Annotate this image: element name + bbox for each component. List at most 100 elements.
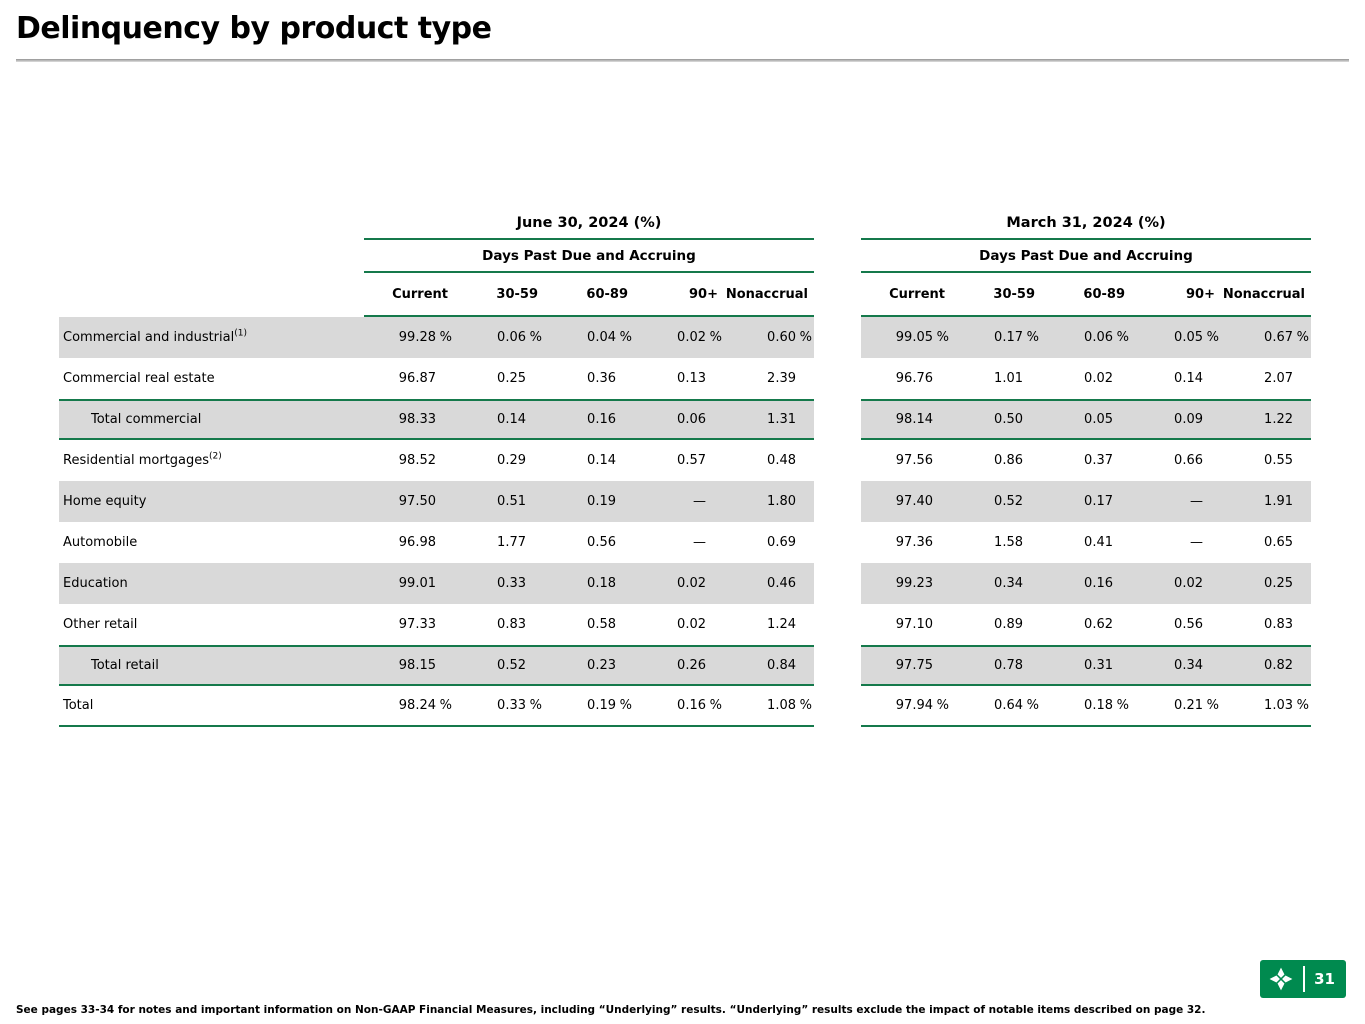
period-header-row: June 30, 2024 (%) March 31, 2024 (%) (59, 208, 1311, 240)
value-cell: 0.16 (544, 399, 634, 440)
row-label: Total commercial (59, 399, 364, 440)
value-cell: 0.06% (454, 317, 544, 358)
value-cell: 0.04% (544, 317, 634, 358)
gap-cell (814, 273, 861, 317)
value-cell: 0.36 (587, 371, 616, 386)
gap-cell (814, 240, 861, 273)
value-cell: 0.82 (1221, 645, 1311, 686)
value-cell: 0.19 (544, 481, 634, 522)
value-cell: 2.07 (1264, 371, 1293, 386)
value-cell: 0.06% (1041, 317, 1131, 358)
value-cell: 97.33 (398, 617, 436, 632)
value-cell: 0.21% (1131, 686, 1221, 727)
table-row: Total 98.24% 0.33% 0.19% 0.16% 1.08% 97.94% 0.6… (59, 686, 1311, 727)
value-cell: 1.08% (724, 686, 814, 727)
gap-cell (814, 317, 861, 358)
row-label: Total retail (59, 645, 364, 686)
gap-cell (814, 358, 861, 399)
value-cell: 98.15 (364, 645, 454, 686)
value-cell: 1.31 (724, 399, 814, 440)
value-cell: 0.17 (1041, 481, 1131, 522)
value-cell: 0.62 (1084, 617, 1113, 632)
row-label: Automobile (63, 535, 138, 550)
value-cell: 0.25 (1221, 563, 1311, 604)
value-cell: 0.02 (1131, 563, 1221, 604)
column-header: Nonaccrual (1221, 273, 1311, 317)
value-cell: — (1190, 535, 1203, 550)
label-spacer (59, 208, 364, 240)
subtitle-march: Days Past Due and Accruing (861, 240, 1311, 273)
value-cell: 0.60% (724, 317, 814, 358)
table-row: Education 99.01 0.33 0.18 0.02 0.46 99.23 0.34 0… (59, 563, 1311, 604)
value-cell: 1.03% (1221, 686, 1311, 727)
value-cell: 1.80 (724, 481, 814, 522)
gap-cell (814, 208, 861, 240)
row-label: Commercial and industrial(1) (59, 317, 364, 358)
period-title-june: June 30, 2024 (%) (364, 208, 814, 240)
value-cell: 97.50 (364, 481, 454, 522)
value-cell: 0.09 (1131, 399, 1221, 440)
value-cell: 1.24 (767, 617, 796, 632)
table-row: Home equity 97.50 0.51 0.19—1.80 97.40 0.52 0.… (59, 481, 1311, 522)
value-cell: 0.51 (454, 481, 544, 522)
table-body: Commercial and industrial(1) 99.28% 0.06% 0… (59, 317, 1311, 727)
row-label: Education (59, 563, 364, 604)
value-cell: 0.06 (634, 399, 724, 440)
value-cell: 0.52 (951, 481, 1041, 522)
value-cell: 0.14 (454, 399, 544, 440)
gap-cell (814, 563, 861, 604)
gap-cell (814, 686, 861, 727)
value-cell: 0.69 (767, 535, 796, 550)
value-cell: 0.56 (587, 535, 616, 550)
title-divider (16, 59, 1349, 62)
value-cell: 97.10 (895, 617, 933, 632)
value-cell: 0.58 (587, 617, 616, 632)
value-cell: 0.26 (634, 645, 724, 686)
column-header: 30-59 (454, 273, 544, 317)
gap-cell (814, 440, 861, 481)
value-cell: 0.57 (677, 453, 706, 468)
table-row: Total retail 98.15 0.52 0.23 0.26 0.84 97.75 0.… (59, 645, 1311, 686)
value-cell: 0.29 (497, 453, 526, 468)
value-cell: 0.33% (454, 686, 544, 727)
table-row: Residential mortgages(2) 98.52 0.29 0.14 0.5… (59, 440, 1311, 481)
value-cell: 96.87 (398, 371, 436, 386)
value-cell: 1.77 (497, 535, 526, 550)
gap-cell (814, 522, 861, 563)
value-cell: 0.02 (1084, 371, 1113, 386)
value-cell: 0.16% (634, 686, 724, 727)
value-cell: 0.23 (544, 645, 634, 686)
row-label: Other retail (63, 617, 138, 632)
page-number: 31 (1314, 970, 1335, 988)
column-header: 30-59 (951, 273, 1041, 317)
column-header: 90+ (634, 273, 724, 317)
value-cell: 0.84 (724, 645, 814, 686)
footnote: See pages 33-34 for notes and important … (16, 1004, 1206, 1016)
column-header: 60-89 (1041, 273, 1131, 317)
value-cell: 0.67% (1221, 317, 1311, 358)
page-title: Delinquency by product type (16, 11, 492, 46)
badge-divider (1303, 966, 1306, 992)
value-cell: 97.56 (895, 453, 933, 468)
table-row: Automobile 96.98 1.77 0.56 — 0.69 97.36 1.58 0.4… (59, 522, 1311, 563)
value-cell: 0.05 (1041, 399, 1131, 440)
value-cell: 0.65 (1264, 535, 1293, 550)
value-cell: 0.02 (677, 617, 706, 632)
value-cell: 0.19% (544, 686, 634, 727)
value-cell: — (693, 535, 706, 550)
subtitle-row: Days Past Due and Accruing Days Past Due… (59, 240, 1311, 273)
value-cell: 0.16 (1041, 563, 1131, 604)
value-cell: 0.64% (951, 686, 1041, 727)
table-row: Other retail 97.33 0.83 0.58 0.02 1.24 97.10 0.… (59, 604, 1311, 645)
value-cell: 97.75 (861, 645, 951, 686)
value-cell: 0.55 (1264, 453, 1293, 468)
value-cell: 98.24% (364, 686, 454, 727)
value-cell: — (634, 481, 724, 522)
column-header-row: Current 30-59 60-89 90+ Nonaccrual Current 30-… (59, 273, 1311, 317)
value-cell: 1.58 (994, 535, 1023, 550)
value-cell: 0.02 (634, 563, 724, 604)
value-cell: 0.02% (634, 317, 724, 358)
value-cell: 96.98 (398, 535, 436, 550)
value-cell: 96.76 (895, 371, 933, 386)
row-label: Total (59, 686, 364, 727)
